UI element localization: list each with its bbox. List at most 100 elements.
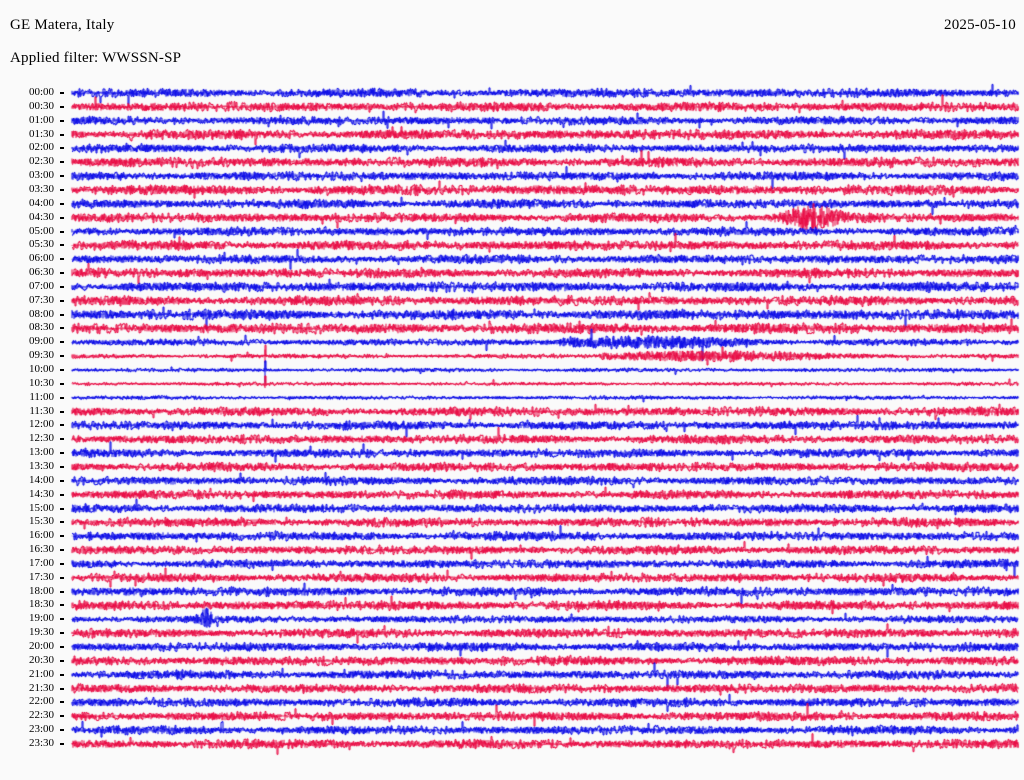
axis-tick (60, 590, 64, 593)
time-label: 17:30 (28, 570, 54, 583)
axis-tick (60, 646, 64, 648)
axis-tick (60, 562, 64, 565)
time-label: 02:30 (28, 155, 54, 168)
axis-tick (60, 327, 64, 330)
axis-tick (60, 369, 64, 371)
time-label: 16:00 (28, 529, 54, 542)
axis-tick (60, 147, 64, 150)
time-label: 09:30 (28, 349, 54, 362)
time-label: 04:30 (28, 210, 54, 223)
filter-label: Applied filter: WWSSN-SP (10, 50, 182, 66)
time-label: 20:30 (28, 653, 54, 666)
time-label: 14:30 (28, 487, 54, 500)
axis-tick (60, 202, 64, 205)
time-label: 18:30 (28, 598, 54, 611)
time-label: 03:00 (28, 169, 54, 182)
time-label: 01:30 (28, 127, 54, 140)
time-label: 14:00 (28, 473, 54, 486)
time-label: 07:30 (28, 293, 54, 306)
time-label: 19:30 (28, 626, 54, 639)
time-label: 10:30 (28, 376, 54, 389)
time-label: 04:00 (28, 196, 54, 209)
time-label: 21:30 (28, 681, 54, 694)
axis-tick (60, 632, 64, 635)
axis-tick (60, 258, 64, 261)
axis-tick (60, 438, 64, 441)
time-label: 16:30 (28, 543, 54, 556)
axis-tick (60, 659, 64, 662)
axis-tick (60, 715, 64, 718)
time-label: 02:00 (28, 141, 54, 154)
axis-tick (60, 576, 64, 579)
axis-tick (60, 479, 64, 482)
time-label: 20:00 (28, 640, 54, 652)
time-label: 22:00 (28, 695, 54, 708)
axis-tick (60, 493, 64, 496)
time-label: 01:00 (28, 113, 54, 126)
axis-tick (60, 673, 64, 676)
page-title: GE Matera, Italy (10, 17, 115, 33)
axis-tick (60, 742, 64, 745)
axis-tick (60, 175, 64, 178)
axis-tick (60, 549, 64, 552)
axis-tick (60, 618, 64, 621)
time-label: 03:30 (28, 182, 54, 195)
axis-tick (60, 299, 64, 302)
axis-tick (60, 382, 64, 385)
axis-tick (60, 272, 64, 275)
time-label: 19:00 (28, 612, 54, 625)
time-label: 05:30 (28, 238, 54, 251)
axis-tick (60, 521, 64, 524)
time-label: 00:00 (28, 86, 54, 98)
axis-tick (60, 535, 64, 538)
time-label: 06:30 (28, 266, 54, 279)
seismic-traces-canvas (0, 82, 1024, 780)
axis-tick (60, 701, 64, 704)
axis-tick (60, 507, 64, 510)
axis-tick (60, 410, 64, 413)
time-label: 06:00 (28, 252, 54, 265)
helicorder-plot: 00:00 00:30 01:00 01:30 02:00 02:30 03:00 03:30… (0, 82, 1024, 780)
time-label: 15:30 (28, 515, 54, 528)
time-label: 23:00 (28, 723, 54, 736)
axis-tick (60, 188, 64, 191)
axis-tick (60, 604, 64, 607)
time-label: 08:30 (28, 321, 54, 334)
axis-tick (60, 133, 64, 136)
time-label: 00:30 (28, 99, 54, 112)
time-label: 22:30 (28, 709, 54, 722)
time-label: 13:00 (28, 446, 54, 459)
time-label: 13:30 (28, 459, 54, 472)
axis-tick (60, 92, 64, 94)
axis-tick (60, 161, 64, 164)
time-label: 12:00 (28, 418, 54, 431)
axis-tick (60, 105, 64, 108)
axis-tick (60, 119, 64, 122)
time-label: 05:00 (28, 224, 54, 237)
time-label: 08:00 (28, 307, 54, 320)
time-label: 15:00 (28, 501, 54, 514)
time-label: 18:00 (28, 584, 54, 597)
time-label: 09:00 (28, 335, 54, 348)
axis-tick (60, 355, 64, 358)
axis-tick (60, 244, 64, 247)
axis-tick (60, 396, 64, 399)
axis-tick (60, 424, 64, 427)
time-label: 11:30 (29, 404, 54, 417)
axis-tick (60, 452, 64, 455)
axis-tick (60, 341, 64, 344)
time-label: 21:00 (28, 667, 54, 680)
axis-tick (60, 230, 64, 233)
axis-tick (60, 285, 64, 288)
time-label: 17:00 (28, 556, 54, 569)
time-label: 12:30 (28, 432, 54, 445)
axis-tick (60, 465, 64, 468)
axis-tick (60, 729, 64, 732)
date-label: 2025-05-10 (944, 17, 1016, 33)
time-label: 11:00 (29, 390, 54, 403)
time-label: 10:00 (28, 363, 54, 375)
time-axis-labels: 00:00 00:30 01:00 01:30 02:00 02:30 03:00 03:30… (0, 82, 70, 780)
axis-tick (60, 216, 64, 219)
time-label: 07:00 (28, 279, 54, 292)
